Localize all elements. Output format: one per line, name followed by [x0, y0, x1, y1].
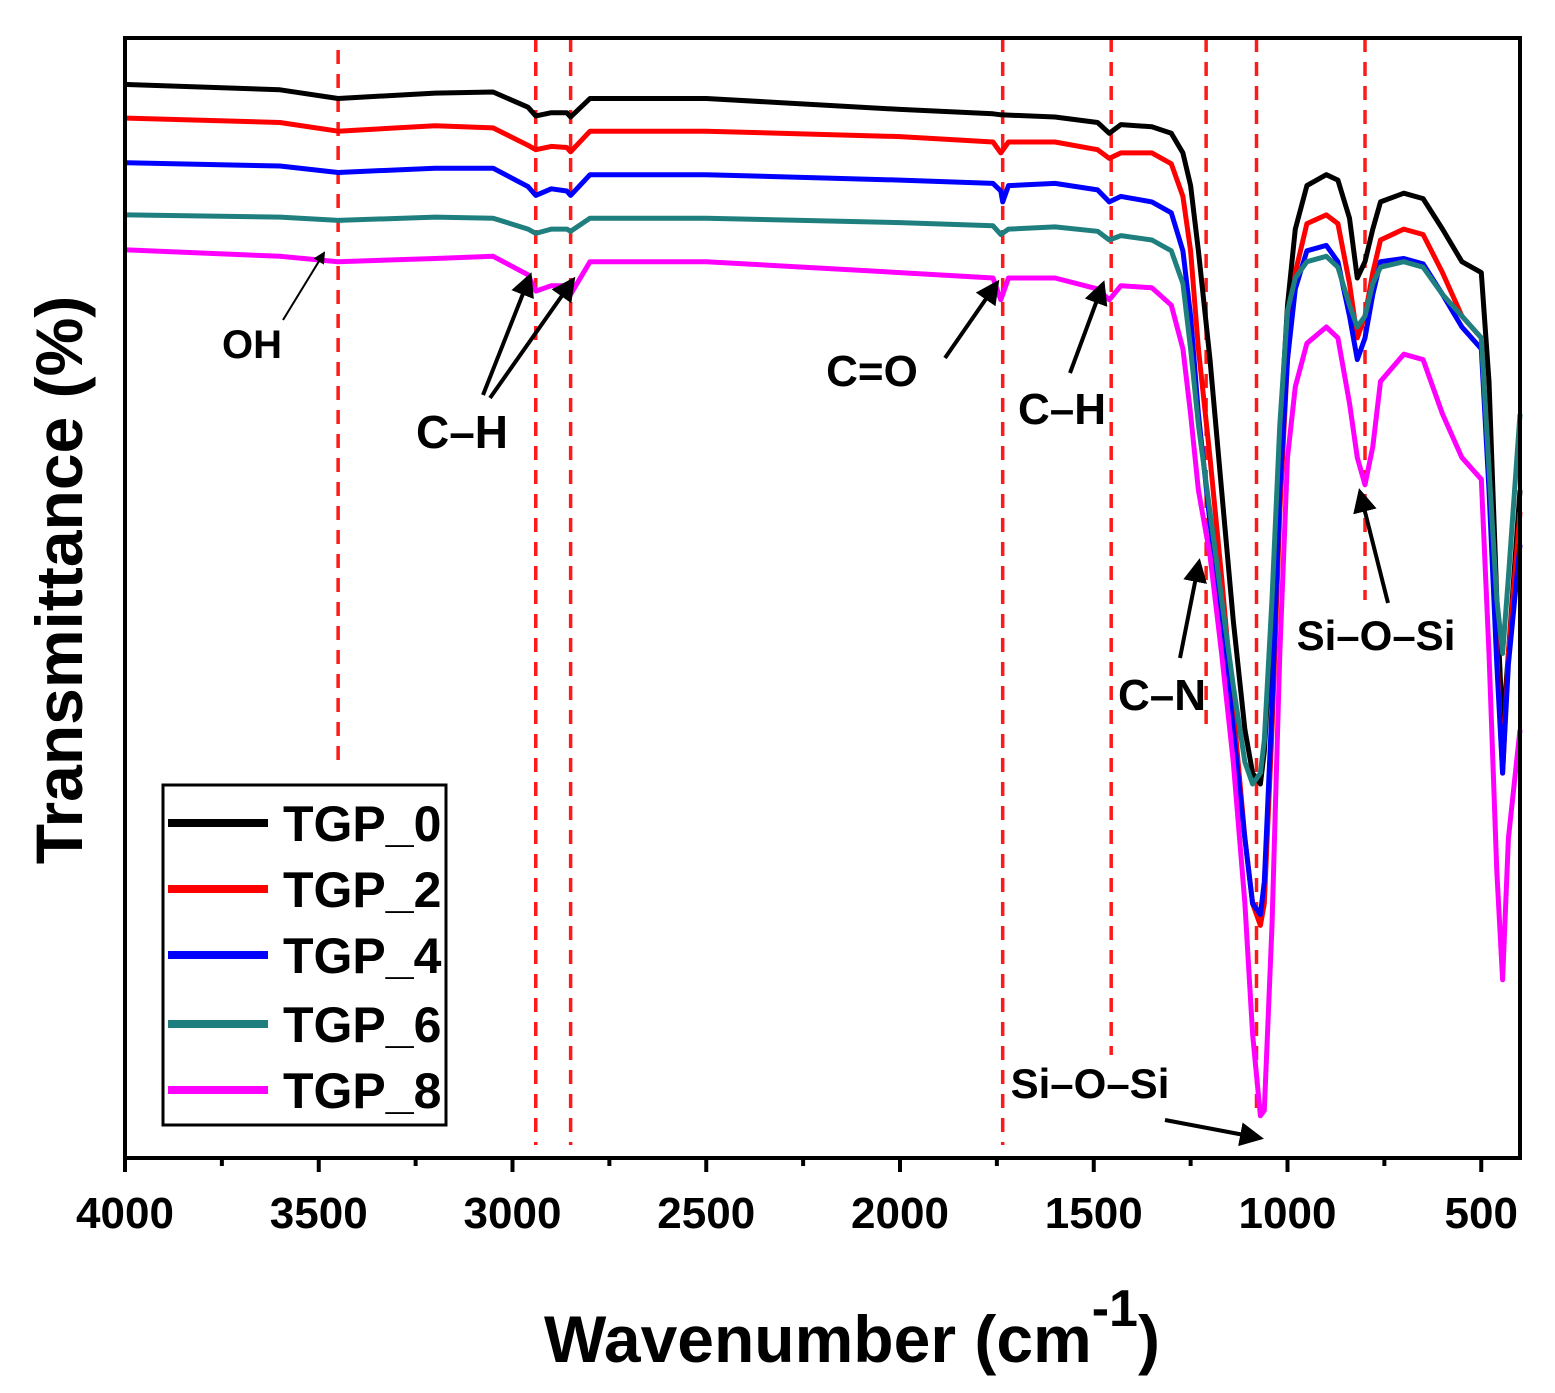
- arrow-si-o-si-main: [1164, 1118, 1264, 1147]
- x-axis-title-superscript: -1: [1092, 1280, 1138, 1338]
- x-tick-label-4000: 4000: [76, 1189, 174, 1238]
- annotation-label-oh: OH: [222, 323, 282, 367]
- x-tick-label-2500: 2500: [657, 1189, 755, 1238]
- legend-label-tgp-6: TGP_6: [283, 997, 441, 1053]
- x-axis-title: Wavenumber (cm-1): [544, 1280, 1160, 1376]
- annotation-label-si-o-si-800: Si–O–Si: [1297, 612, 1456, 659]
- arrow-ch-1455: [1068, 280, 1108, 374]
- annotation-label-si-o-si-main: Si–O–Si: [1011, 1060, 1170, 1107]
- annotation-label-ch-bend: C–H: [1018, 385, 1106, 434]
- arrow-si-o-si-800: [1353, 488, 1390, 604]
- x-tick-label-2000: 2000: [851, 1189, 949, 1238]
- x-axis-title-close: ): [1138, 1302, 1160, 1376]
- legend-label-tgp-8: TGP_8: [283, 1063, 441, 1119]
- x-tick-label-500: 500: [1445, 1189, 1518, 1238]
- plot-frame: [123, 36, 1522, 1160]
- arrow-cn: [1178, 558, 1207, 659]
- reference-lines: [336, 38, 1367, 1145]
- series-line-tgp-0: [124, 81, 1523, 787]
- arrow-co: [943, 279, 1000, 360]
- series-line-tgp-4: [124, 160, 1523, 917]
- arrow-oh: [282, 251, 326, 321]
- annotation-label-ch-aliphatic: C–H: [416, 406, 508, 458]
- x-tick-label-3000: 3000: [464, 1189, 562, 1238]
- annotation-label-cn: C–N: [1118, 671, 1206, 720]
- legend-label-tgp-2: TGP_2: [283, 862, 441, 918]
- x-tick-label-1000: 1000: [1239, 1189, 1337, 1238]
- x-tick-label-1500: 1500: [1045, 1189, 1143, 1238]
- legend-label-tgp-0: TGP_0: [283, 796, 441, 852]
- legend: TGP_0 TGP_2 TGP_4 TGP_6 TGP_8: [161, 783, 448, 1127]
- x-tick-label-3500: 3500: [270, 1189, 368, 1238]
- legend-label-tgp-4: TGP_4: [283, 928, 442, 984]
- annotation-arrows: [282, 251, 1390, 1147]
- arrow-ch-2850: [488, 276, 576, 400]
- arrow-ch-2940: [481, 272, 534, 396]
- x-axis-title-main: Wavenumber (cm: [544, 1302, 1092, 1376]
- y-axis-title: Transmittance (%): [22, 296, 96, 864]
- series-line-tgp-6: [124, 212, 1523, 787]
- annotation-label-co: C=O: [826, 347, 918, 396]
- x-axis-ticks: 4000 3500 3000 2500 2000 1500 1000 500: [76, 1158, 1518, 1238]
